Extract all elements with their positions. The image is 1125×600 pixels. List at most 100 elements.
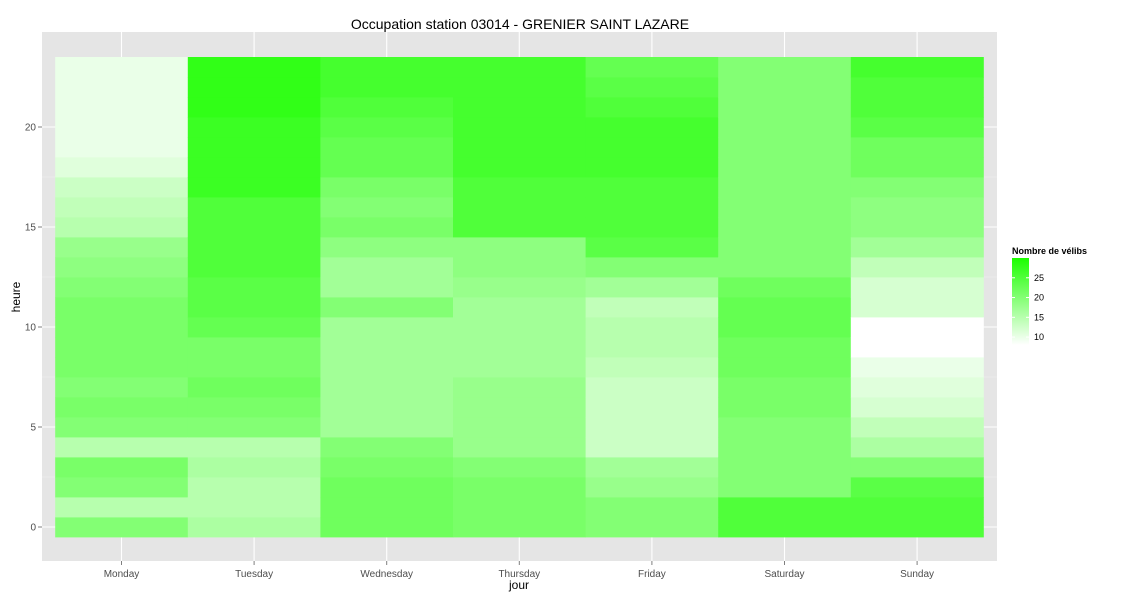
heatmap-tile [718,477,852,498]
heatmap-tile [718,297,852,318]
legend-tick-label: 20 [1034,293,1044,303]
heatmap-tile [453,57,586,78]
color-legend: Nombre de vélibs 10 15 20 25 [1012,246,1087,345]
heatmap-tile [55,277,189,298]
heatmap-tile [850,197,984,218]
heatmap-tile [187,77,321,98]
heatmap-tile [585,477,719,498]
heatmap-tile [187,217,321,238]
heatmap-tile [55,417,189,438]
heatmap-tile [55,517,189,538]
heatmap-tile [453,217,586,238]
heatmap-tile [187,277,321,298]
heatmap-tile [55,197,189,218]
heatmap-tile [585,497,719,518]
heatmap-tile [187,297,321,318]
heatmap-tile [55,337,189,358]
heatmap-tile [453,317,586,338]
heatmap-tile [320,517,454,538]
heatmap-tile [187,497,321,518]
heatmap-tile [187,517,321,538]
heatmap-tile [718,157,852,178]
heatmap-tile [55,137,189,158]
x-axis-title: jour [508,578,529,592]
heatmap-tile [850,357,984,378]
x-tick-label: Sunday [900,569,934,580]
heatmap-tile [585,357,719,378]
heatmap-tile [453,197,586,218]
legend-tick-label: 15 [1034,312,1044,322]
heatmap-tile [320,217,454,238]
heatmap-tile [453,257,586,278]
heatmap-tile [55,217,189,238]
x-tick-label: Thursday [498,569,540,580]
heatmap-tile [585,337,719,358]
heatmap-tile [718,377,852,398]
heatmap-tile [187,257,321,278]
heatmap-tile [718,457,852,478]
heatmap-tile [850,117,984,138]
y-axis-title: heure [9,281,23,312]
heatmap-tile [850,177,984,198]
legend-ticks: 10 15 20 25 [1012,273,1044,342]
heatmap-tile [187,177,321,198]
heatmap-tile [850,317,984,338]
heatmap-tile [320,57,454,78]
y-tick-label: 0 [30,523,36,534]
heatmap-tile [187,357,321,378]
heatmap-tile [320,437,454,458]
heatmap-tiles [55,57,984,538]
y-tick-label: 5 [30,423,36,434]
heatmap-tile [585,377,719,398]
heatmap-tile [850,477,984,498]
heatmap-tile [850,297,984,318]
heatmap-tile [453,77,586,98]
heatmap-tile [55,117,189,138]
heatmap-tile [718,57,852,78]
heatmap-tile [55,437,189,458]
heatmap-tile [55,297,189,318]
heatmap-tile [585,117,719,138]
legend-title: Nombre de vélibs [1012,246,1087,256]
heatmap-tile [453,97,586,118]
heatmap-tile [320,297,454,318]
heatmap-tile [718,177,852,198]
heatmap-tile [320,177,454,198]
heatmap-tile [55,377,189,398]
heatmap-tile [55,97,189,118]
heatmap-tile [718,417,852,438]
heatmap-tile [585,417,719,438]
heatmap-tile [320,477,454,498]
heatmap-tile [453,337,586,358]
heatmap-tile [320,117,454,138]
heatmap-tile [718,237,852,258]
heatmap-tile [453,517,586,538]
legend-tick-label: 25 [1034,273,1044,283]
heatmap-tile [55,257,189,278]
heatmap-tile [718,217,852,238]
heatmap-tile [453,237,586,258]
heatmap-tile [585,237,719,258]
heatmap-tile [718,197,852,218]
heatmap-tile [187,397,321,418]
heatmap-tile [718,137,852,158]
x-tick-label: Monday [104,569,140,580]
heatmap-tile [187,477,321,498]
heatmap-tile [453,137,586,158]
heatmap-tile [320,317,454,338]
heatmap-tile [320,357,454,378]
heatmap-tile [55,397,189,418]
legend-tick-label: 10 [1034,332,1044,342]
legend-colorbar [1012,258,1029,345]
heatmap-tile [320,97,454,118]
heatmap-tile [718,357,852,378]
heatmap-tile [718,257,852,278]
x-tick-label: Tuesday [235,569,273,580]
heatmap-tile [850,377,984,398]
heatmap-tile [850,277,984,298]
heatmap-tile [850,437,984,458]
heatmap-tile [585,277,719,298]
heatmap-tile [320,457,454,478]
